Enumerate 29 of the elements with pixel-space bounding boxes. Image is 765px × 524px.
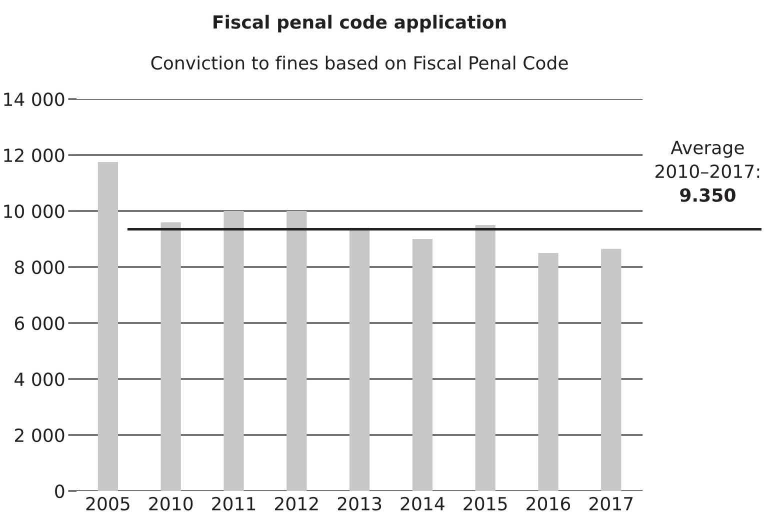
ref-line-label: Average 2010–2017: 9.350 [656,140,760,202]
x-tick-label: 2005 [86,496,130,511]
x-tick-label: 2015 [464,496,507,511]
y-tick-label: 8 000 [14,260,64,274]
y-tick-label: 4 000 [14,372,64,386]
bar [286,211,307,491]
bar [475,225,496,491]
bar [601,248,622,491]
bar [98,162,118,491]
y-tick-label: 2 000 [15,428,64,442]
bar [224,211,244,491]
bar [412,239,433,491]
x-tick-label: 2013 [338,496,382,511]
chart-subtitle: Conviction to fines based on Fiscal Penal Code [151,56,568,70]
y-tick-label: 14 000 [4,92,64,106]
bar [538,253,558,491]
y-tick-label: 0 [55,484,64,498]
y-tick-label: 6 000 [14,316,64,330]
x-tick-label: 2014 [400,496,444,511]
x-tick-label: 2011 [212,496,256,511]
x-tick-label: 2016 [526,496,570,511]
bar [349,228,370,491]
x-tick-label: 2010 [149,496,193,511]
chart-title: Fiscal penal code application [214,14,506,32]
y-tick-label: 12 000 [4,148,64,162]
x-tick-label: 2017 [589,496,633,511]
x-tick-label: 2012 [274,496,318,511]
bar [160,222,181,491]
y-tick-label: 10 000 [4,204,64,218]
